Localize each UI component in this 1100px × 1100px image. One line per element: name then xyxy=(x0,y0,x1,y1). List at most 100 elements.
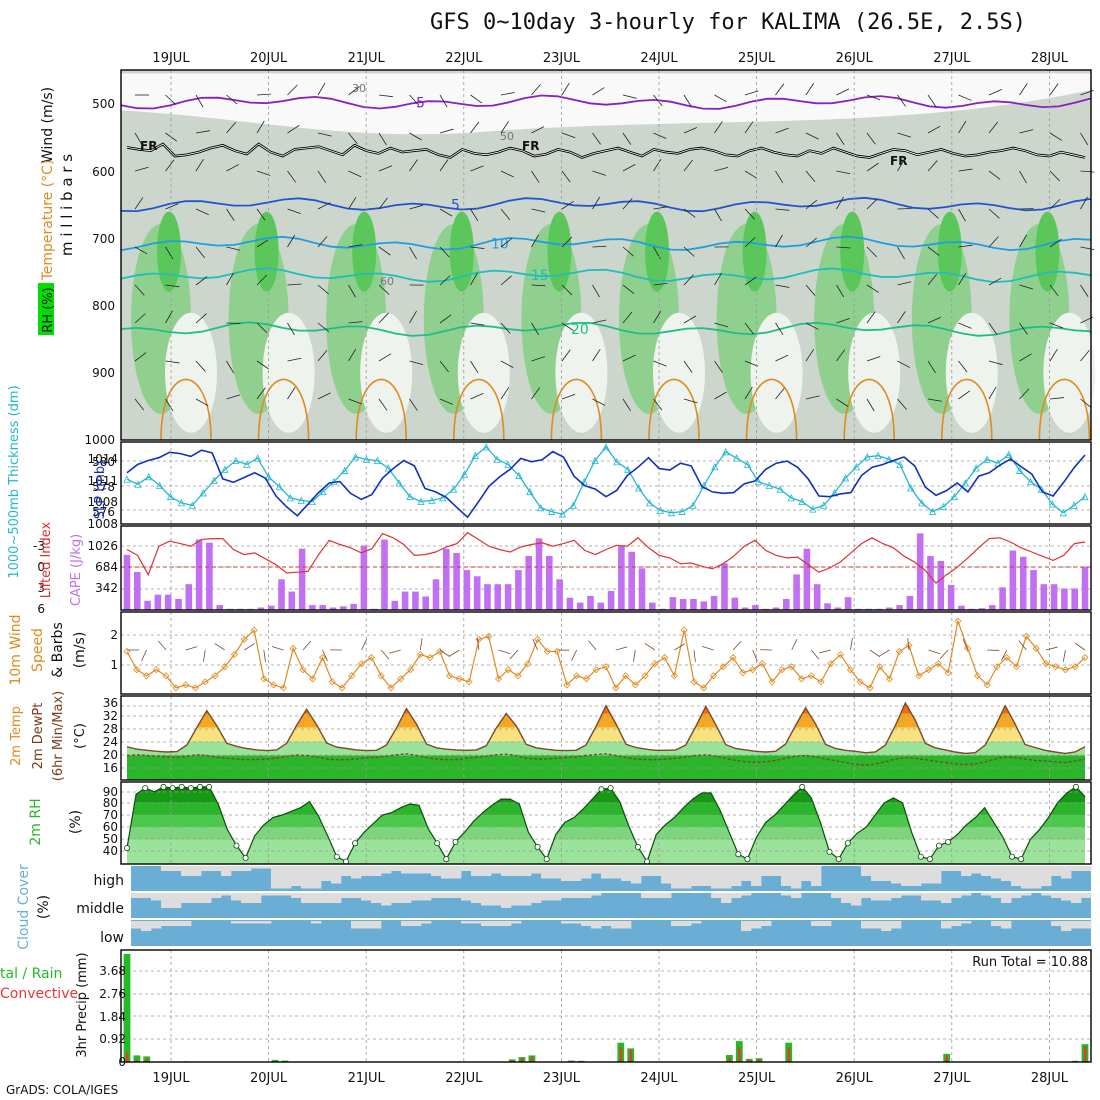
wind-barb xyxy=(714,360,723,373)
cloud-clear-cell-low xyxy=(741,921,752,931)
cape-bar xyxy=(607,591,615,610)
wind-speed-point xyxy=(885,675,894,683)
cloud-clear-cell-low xyxy=(261,921,272,924)
thickness-point xyxy=(950,492,959,501)
cloud-clear-cell-high xyxy=(961,866,972,876)
wind-barb xyxy=(775,208,790,211)
isotherm-label-10: 10 xyxy=(491,237,509,253)
surface-wind-barb xyxy=(271,646,284,651)
thickness-point xyxy=(384,464,392,472)
cloud-clear-cell-high xyxy=(531,866,542,874)
cloud-clear-cell-high xyxy=(691,866,702,886)
cloud-clear-cell-middle xyxy=(321,893,332,903)
wind-barb xyxy=(744,360,759,367)
wind-speed-point xyxy=(925,666,933,674)
wind-speed-point xyxy=(582,675,591,683)
wind-speed-point xyxy=(993,663,1001,671)
wind-barb xyxy=(1049,397,1064,400)
wind-barb xyxy=(531,208,546,213)
wind-speed-point xyxy=(397,675,405,683)
cape-bar xyxy=(587,595,594,610)
wind-barb xyxy=(927,94,937,107)
cloud-clear-cell-high xyxy=(201,866,212,871)
wind-barb xyxy=(378,132,387,146)
cloud-clear-cell-middle xyxy=(161,893,172,908)
wind-barb xyxy=(897,311,906,324)
temp-legend-label: 2m Temp xyxy=(9,706,24,766)
wind-speed-point xyxy=(318,653,327,662)
wind-speed-point xyxy=(534,635,542,643)
cloud-clear-cell-high xyxy=(401,866,412,874)
wind-speed-point xyxy=(1061,666,1070,674)
cloud-clear-cell-middle xyxy=(491,893,502,906)
wind-barb xyxy=(866,198,878,210)
thickness-point xyxy=(645,498,654,507)
cape-bar xyxy=(443,548,450,610)
wind-barb xyxy=(592,87,605,96)
wind-barb xyxy=(836,398,849,407)
wind-speed-point xyxy=(973,672,982,680)
cloud-clear-cell-low xyxy=(881,921,892,931)
wind-barb xyxy=(256,387,266,400)
cloud-clear-cell-high xyxy=(571,866,582,881)
cloud-clear-cell-middle xyxy=(661,893,672,898)
wind-barb xyxy=(1049,284,1059,297)
wind-barb xyxy=(226,272,234,286)
surface-wind-barb xyxy=(214,643,225,651)
wind-barb xyxy=(866,94,881,101)
thickness-point xyxy=(874,451,882,460)
cloud-clear-cell-middle xyxy=(171,893,182,908)
wind-barb xyxy=(409,246,417,260)
cloud-clear-cell-middle xyxy=(191,893,202,903)
precip-convective-bar xyxy=(629,1049,632,1062)
cloud-clear-cell-low xyxy=(821,921,832,926)
wind-speed-point xyxy=(1042,660,1050,668)
cloud-clear-cell-high xyxy=(461,866,472,871)
rh-tick-90: 90 xyxy=(103,785,118,799)
isotherm-line-warm xyxy=(453,378,505,441)
wind-barb xyxy=(317,82,326,96)
wind-barb xyxy=(927,246,940,256)
cloud-clear-cell-low xyxy=(481,921,492,926)
wind-barb xyxy=(500,208,511,221)
cloud-clear-cell-middle xyxy=(201,893,212,903)
cape-bar xyxy=(958,605,965,610)
cloud-clear-cell-middle xyxy=(141,893,152,898)
wind-barb xyxy=(1049,348,1058,362)
pressure-axis-label: m i l l i b a r s xyxy=(58,154,76,256)
rh-point xyxy=(443,856,450,863)
cape-bar xyxy=(206,542,213,610)
wind-tick-1: 1 xyxy=(110,658,118,672)
thickness-point xyxy=(939,502,948,511)
wind-speed-point xyxy=(221,663,229,671)
cloud-clear-cell-high xyxy=(981,866,992,876)
lifted-index-tick-0: 0 xyxy=(37,560,45,574)
thickness-point xyxy=(177,498,186,507)
wind-barb xyxy=(653,360,667,367)
temp-band-32 xyxy=(127,703,1085,714)
wind-barb xyxy=(378,353,392,362)
cape-bar xyxy=(618,546,625,610)
surface-wind-barb xyxy=(1062,649,1066,662)
bottom-date-label-22JUL: 22JUL xyxy=(445,1071,483,1086)
cloud-clear-cell-middle xyxy=(1001,893,1012,903)
cloud-clear-cell-middle xyxy=(711,893,722,898)
wind-barb xyxy=(805,132,819,140)
cloud-clear-cell-middle xyxy=(1061,893,1072,901)
wind-barb xyxy=(836,349,846,362)
thickness-point xyxy=(700,481,708,489)
wind-speed-point xyxy=(739,669,747,677)
wind-barb xyxy=(988,236,999,248)
wind-barb xyxy=(561,200,574,210)
temp-tick-36: 36 xyxy=(103,696,118,710)
cloud-clear-cell-high xyxy=(391,866,402,871)
cloud-clear-cell-high xyxy=(611,866,622,879)
wind-barb xyxy=(409,310,417,324)
cloud-clear-cell-high xyxy=(631,866,642,884)
temperature-legend-label: Temperature (°C) xyxy=(40,160,56,282)
cloud-clear-cell-high xyxy=(361,866,372,876)
wind-barb xyxy=(195,276,208,286)
cloud-clear-cell-middle xyxy=(181,893,192,903)
cloud-clear-cell-high xyxy=(561,866,572,881)
cape-bar xyxy=(927,556,934,610)
